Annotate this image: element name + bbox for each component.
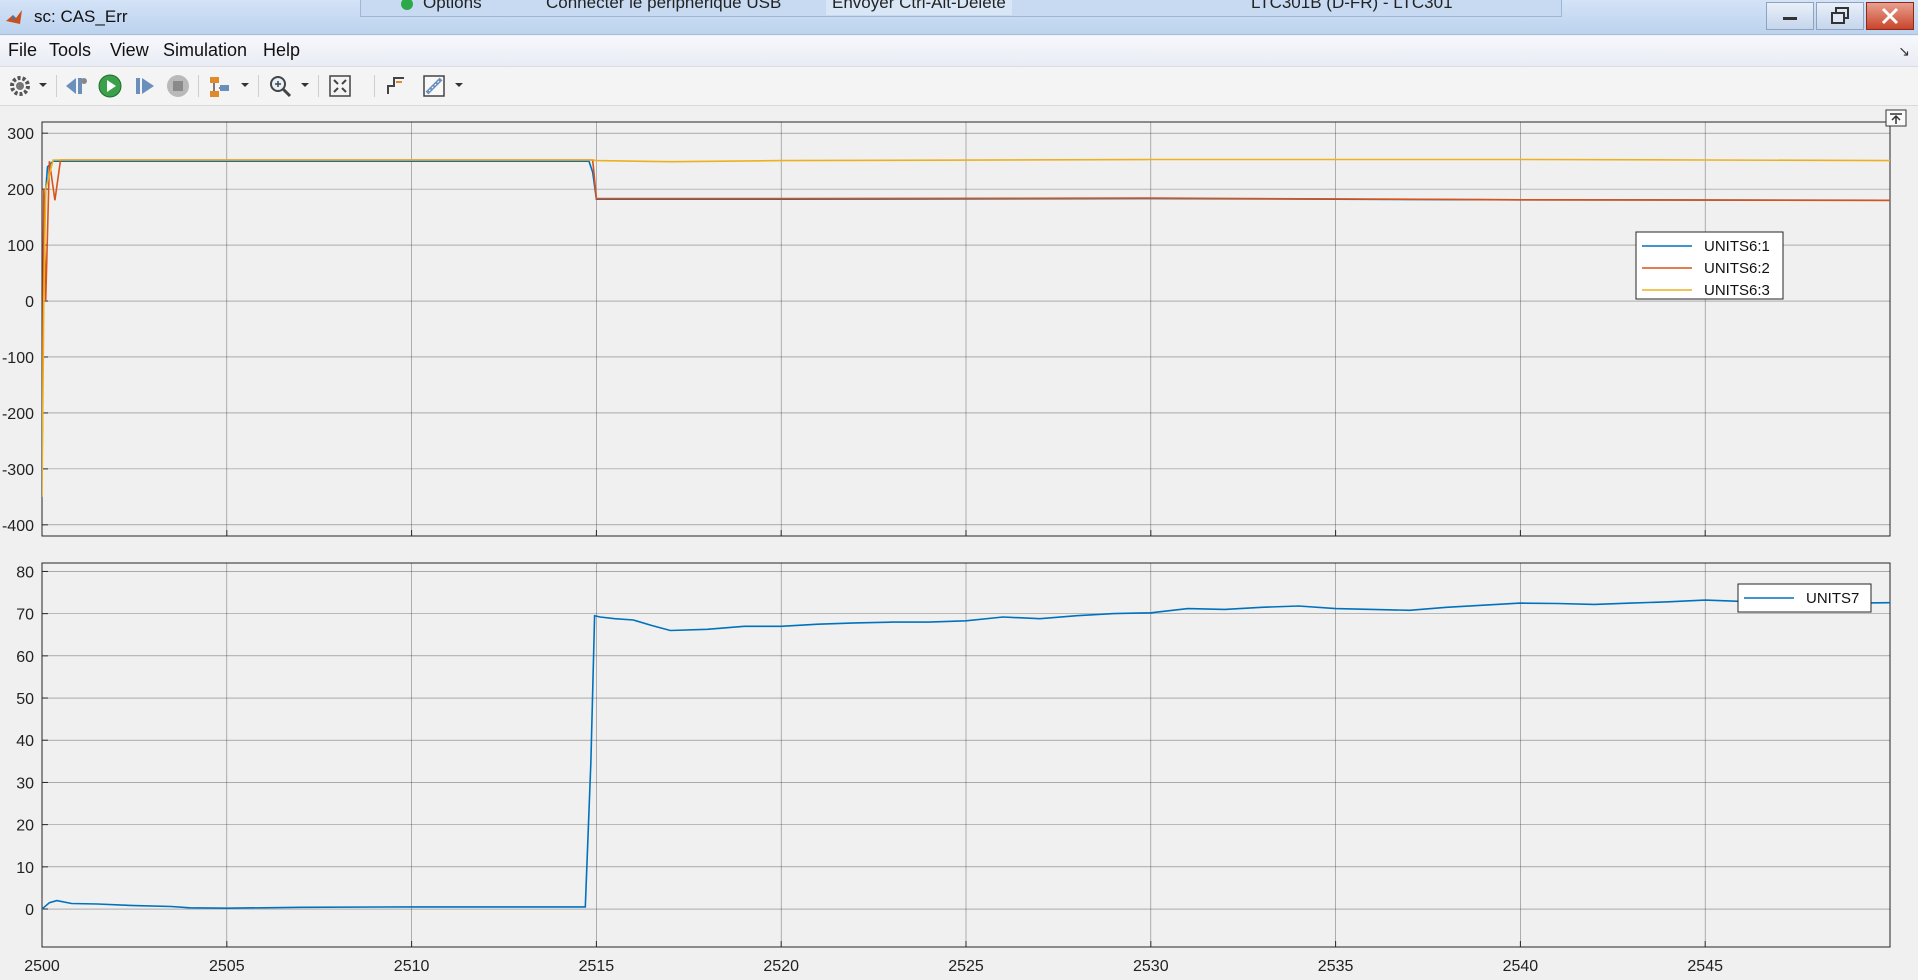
y-tick-label: 50 xyxy=(16,691,34,708)
toolbar xyxy=(0,67,1918,106)
x-tick-label: 2545 xyxy=(1687,958,1723,975)
parameters-gear-icon[interactable] xyxy=(6,72,34,100)
x-tick-label: 2505 xyxy=(209,958,245,975)
y-tick-label: 80 xyxy=(16,564,34,581)
toolbar-separator xyxy=(198,75,199,97)
zoom-icon[interactable] xyxy=(266,72,294,100)
y-tick-label: 200 xyxy=(7,182,34,199)
x-tick-label: 2515 xyxy=(579,958,615,975)
y-tick-label: 20 xyxy=(16,818,34,835)
chevron-down-icon[interactable] xyxy=(240,80,250,90)
cursor-measure-icon[interactable] xyxy=(420,72,448,100)
menu-bar: File Tools View Simulation Help ↘ xyxy=(0,36,1918,67)
trigger-icon[interactable] xyxy=(382,72,410,100)
fit-to-view-icon[interactable] xyxy=(326,72,354,100)
menu-tools[interactable]: Tools xyxy=(49,40,92,60)
minimize-icon xyxy=(1783,17,1797,20)
series-line-UNITS6:3 xyxy=(42,158,1890,497)
chevron-down-icon[interactable] xyxy=(454,80,464,90)
y-tick-label: 40 xyxy=(16,733,34,750)
x-tick-label: 2530 xyxy=(1133,958,1169,975)
chevron-down-icon[interactable] xyxy=(300,80,310,90)
remote-session-bar: Options Connecter le périphérique USB En… xyxy=(360,0,1562,17)
x-tick-label: 2500 xyxy=(24,958,60,975)
restore-button[interactable] xyxy=(1816,2,1864,30)
restore-icon xyxy=(1831,7,1849,24)
legend-entry-label: UNITS6:1 xyxy=(1704,238,1770,255)
y-tick-label: 300 xyxy=(7,126,34,143)
scope-plot-area: 3002001000-100-200-300-400UNITS6:1UNITS6… xyxy=(0,106,1918,980)
y-tick-label: 30 xyxy=(16,775,34,792)
x-tick-label: 2510 xyxy=(394,958,430,975)
remote-ctrl-alt-del-button[interactable]: Envoyer Ctrl-Alt-Delete xyxy=(826,0,1012,15)
window-title: sc: CAS_Err xyxy=(34,7,128,26)
x-tick-label: 2540 xyxy=(1503,958,1539,975)
y-tick-label: 0 xyxy=(25,294,34,311)
signal-selector-icon[interactable] xyxy=(206,72,234,100)
dock-arrow-icon[interactable]: ↘ xyxy=(1898,43,1910,59)
menu-simulation[interactable]: Simulation xyxy=(163,40,248,60)
legend-entry-label: UNITS6:2 xyxy=(1704,260,1770,277)
axes-1: 3002001000-100-200-300-400UNITS6:1UNITS6… xyxy=(2,121,1891,537)
x-tick-label: 2525 xyxy=(948,958,984,975)
undock-icon xyxy=(1890,113,1902,124)
legend-entry-label: UNITS6:3 xyxy=(1704,282,1770,299)
options-icon xyxy=(401,0,413,10)
window-title-bar: sc: CAS_Err Options Connecter le périphé… xyxy=(0,0,1918,35)
toolbar-separator xyxy=(374,75,375,97)
axes-2: 2500 2505 2510 2515 2520 2525 2530 2535 2540 2545… xyxy=(16,562,1891,975)
step-back-icon[interactable] xyxy=(62,72,90,100)
y-tick-label: 70 xyxy=(16,607,34,624)
remote-usb-button[interactable]: Connecter le périphérique USB xyxy=(546,0,782,12)
chevron-down-icon[interactable] xyxy=(38,80,48,90)
close-icon xyxy=(1881,7,1899,25)
y-tick-label: 60 xyxy=(16,649,34,666)
toolbar-separator xyxy=(258,75,259,97)
y-tick-label: -300 xyxy=(2,462,34,479)
remote-machine-label: LTC301B (D-FR) - LTC301 xyxy=(1251,0,1453,12)
menu-file[interactable]: File xyxy=(8,40,38,60)
step-forward-icon[interactable] xyxy=(130,72,158,100)
legend[interactable]: UNITS7 xyxy=(1737,583,1872,613)
legend[interactable]: UNITS6:1 UNITS6:2 UNITS6:3 xyxy=(1635,231,1784,300)
y-tick-label: -200 xyxy=(2,406,34,423)
y-tick-label: 10 xyxy=(16,860,34,877)
y-tick-label: -100 xyxy=(2,350,34,367)
y-tick-label: 100 xyxy=(7,238,34,255)
series-group xyxy=(42,158,1890,497)
axes-layer: 3002001000-100-200-300-400UNITS6:1UNITS6… xyxy=(2,121,1891,975)
x-tick-label: 2520 xyxy=(763,958,799,975)
series-group xyxy=(42,599,1890,910)
x-tick-label: 2535 xyxy=(1318,958,1354,975)
matlab-logo-icon xyxy=(6,10,22,24)
menu-view[interactable]: View xyxy=(110,40,149,60)
remote-options-button[interactable]: Options xyxy=(401,0,482,15)
run-icon[interactable] xyxy=(96,72,124,100)
y-tick-label: -400 xyxy=(2,518,34,535)
stop-icon[interactable] xyxy=(164,72,192,100)
close-button[interactable] xyxy=(1866,2,1914,30)
y-tick-label: 0 xyxy=(25,902,34,919)
toolbar-separator xyxy=(318,75,319,97)
minimize-button[interactable] xyxy=(1766,2,1814,30)
legend-box xyxy=(1635,231,1784,300)
series-line-UNITS7 xyxy=(42,599,1890,910)
menu-help[interactable]: Help xyxy=(263,40,301,60)
undock-button[interactable] xyxy=(1885,109,1907,127)
legend-entry-label: UNITS7 xyxy=(1806,590,1859,607)
toolbar-separator xyxy=(56,75,57,97)
